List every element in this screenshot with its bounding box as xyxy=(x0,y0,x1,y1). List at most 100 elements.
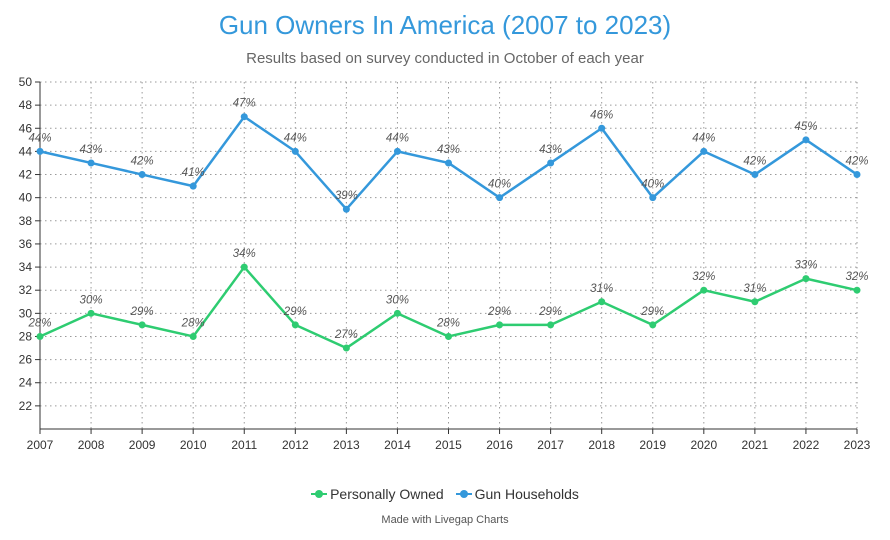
data-label-personally-owned-2016: 29% xyxy=(487,306,511,318)
y-tick-label-26: 26 xyxy=(19,353,33,367)
legend: Personally Owned Gun Households xyxy=(0,486,890,503)
y-tick-label-48: 48 xyxy=(19,98,33,112)
legend-label-personally-owned: Personally Owned xyxy=(330,486,444,502)
y-tick-label-34: 34 xyxy=(19,260,33,274)
data-point-gun-households-2009 xyxy=(138,171,146,179)
data-label-gun-households-2015: 43% xyxy=(437,144,460,156)
data-point-personally-owned-2021 xyxy=(751,298,759,306)
data-point-personally-owned-2010 xyxy=(189,332,197,340)
data-point-personally-owned-2014 xyxy=(393,309,401,317)
data-point-gun-households-2016 xyxy=(496,194,504,202)
x-tick-label-2011: 2011 xyxy=(231,438,257,452)
data-label-personally-owned-2018: 31% xyxy=(590,283,613,295)
data-point-gun-households-2015 xyxy=(445,159,452,167)
legend-item-gun-households[interactable]: Gun Households xyxy=(455,486,579,502)
data-point-gun-households-2008 xyxy=(87,159,95,167)
data-point-personally-owned-2018 xyxy=(598,298,606,306)
data-label-gun-households-2010: 41% xyxy=(182,167,205,179)
x-tick-label-2022: 2022 xyxy=(793,438,820,452)
data-label-personally-owned-2019: 29% xyxy=(640,306,664,318)
data-label-personally-owned-2023: 32% xyxy=(845,271,868,283)
data-point-personally-owned-2008 xyxy=(87,309,95,317)
y-tick-label-30: 30 xyxy=(19,306,33,320)
data-label-personally-owned-2020: 32% xyxy=(692,271,715,283)
legend-item-personally-owned[interactable]: Personally Owned xyxy=(311,486,444,502)
data-point-personally-owned-2007 xyxy=(36,332,44,340)
data-point-gun-households-2023 xyxy=(853,171,861,179)
data-point-gun-households-2017 xyxy=(547,159,555,167)
data-point-personally-owned-2020 xyxy=(700,286,708,294)
data-label-gun-households-2007: 44% xyxy=(28,132,51,144)
data-point-gun-households-2022 xyxy=(802,136,810,144)
x-tick-label-2008: 2008 xyxy=(78,438,105,452)
data-point-personally-owned-2011 xyxy=(240,263,248,271)
y-tick-label-22: 22 xyxy=(19,399,33,413)
y-tick-label-24: 24 xyxy=(19,376,33,390)
chart-subtitle: Results based on survey conducted in Oct… xyxy=(246,50,644,67)
data-point-personally-owned-2016 xyxy=(496,321,504,329)
data-label-gun-households-2019: 40% xyxy=(641,179,664,191)
legend-label-gun-households: Gun Households xyxy=(474,486,579,502)
legend-swatch-gun-households xyxy=(455,488,472,500)
x-tick-label-2016: 2016 xyxy=(486,438,513,452)
data-point-personally-owned-2022 xyxy=(802,275,810,283)
data-label-gun-households-2020: 44% xyxy=(692,132,715,144)
data-point-gun-households-2020 xyxy=(700,147,708,155)
grid-layer xyxy=(40,81,858,429)
data-label-gun-households-2011: 47% xyxy=(233,98,256,110)
y-tick-label-40: 40 xyxy=(19,191,33,205)
x-tick-label-2018: 2018 xyxy=(588,438,615,452)
legend-swatch-personally-owned xyxy=(311,488,328,500)
x-tick-label-2009: 2009 xyxy=(129,438,156,452)
data-label-gun-households-2023: 42% xyxy=(845,156,868,168)
data-point-gun-households-2012 xyxy=(291,147,299,155)
data-label-gun-households-2018: 46% xyxy=(590,109,613,121)
x-tick-label-2012: 2012 xyxy=(282,438,309,452)
chart-title: Gun Owners In America (2007 to 2023) xyxy=(218,10,672,40)
data-label-personally-owned-2010: 28% xyxy=(181,317,205,329)
data-label-personally-owned-2015: 28% xyxy=(436,317,460,329)
data-point-gun-households-2014 xyxy=(393,147,401,155)
y-tick-label-28: 28 xyxy=(19,329,33,343)
y-tick-label-44: 44 xyxy=(19,144,33,158)
data-label-personally-owned-2008: 30% xyxy=(80,294,103,306)
data-label-personally-owned-2011: 34% xyxy=(233,248,256,260)
data-point-gun-households-2010 xyxy=(189,182,197,190)
y-tick-label-50: 50 xyxy=(19,75,33,89)
data-point-personally-owned-2017 xyxy=(547,321,555,329)
data-point-personally-owned-2013 xyxy=(342,344,350,352)
axis-layer: 22 24 26 28 30 32 34 36 38 40 42 44 46 48 50 2007 2008 20… xyxy=(19,75,871,452)
data-label-personally-owned-2021: 31% xyxy=(743,283,766,295)
x-tick-label-2019: 2019 xyxy=(639,438,666,452)
x-tick-label-2014: 2014 xyxy=(384,438,411,452)
data-label-personally-owned-2007: 28% xyxy=(27,317,51,329)
data-point-personally-owned-2023 xyxy=(853,286,861,294)
data-point-gun-households-2011 xyxy=(240,113,248,121)
data-label-personally-owned-2013: 27% xyxy=(334,329,358,341)
x-tick-label-2013: 2013 xyxy=(333,438,360,452)
data-point-personally-owned-2019 xyxy=(649,321,657,329)
data-label-gun-households-2012: 44% xyxy=(284,132,307,144)
data-label-gun-households-2016: 40% xyxy=(488,179,511,191)
data-point-gun-households-2021 xyxy=(751,171,759,179)
data-point-gun-households-2007 xyxy=(36,147,44,155)
data-label-gun-households-2022: 45% xyxy=(794,121,817,133)
x-tick-label-2020: 2020 xyxy=(690,438,717,452)
data-label-gun-households-2009: 42% xyxy=(131,156,154,168)
x-tick-label-2007: 2007 xyxy=(27,438,54,452)
data-point-personally-owned-2012 xyxy=(291,321,299,329)
data-point-gun-households-2013 xyxy=(342,205,350,213)
data-label-layer: 28% 30% 29% 28% 34% 29% 27% 30% 28% 29% 29% 31% 29% 3… xyxy=(27,98,868,341)
y-tick-label-42: 42 xyxy=(19,168,33,182)
data-point-gun-households-2018 xyxy=(598,124,606,132)
data-label-personally-owned-2017: 29% xyxy=(538,306,562,318)
x-tick-label-2023: 2023 xyxy=(844,438,871,452)
y-tick-label-38: 38 xyxy=(19,214,33,228)
data-label-personally-owned-2014: 30% xyxy=(386,294,409,306)
data-label-personally-owned-2012: 29% xyxy=(283,306,307,318)
data-label-personally-owned-2022: 33% xyxy=(794,260,817,272)
y-tick-label-36: 36 xyxy=(19,237,33,251)
credit-text: Made with Livegap Charts xyxy=(381,514,509,526)
x-tick-label-2015: 2015 xyxy=(435,438,462,452)
data-point-gun-households-2019 xyxy=(649,194,657,202)
